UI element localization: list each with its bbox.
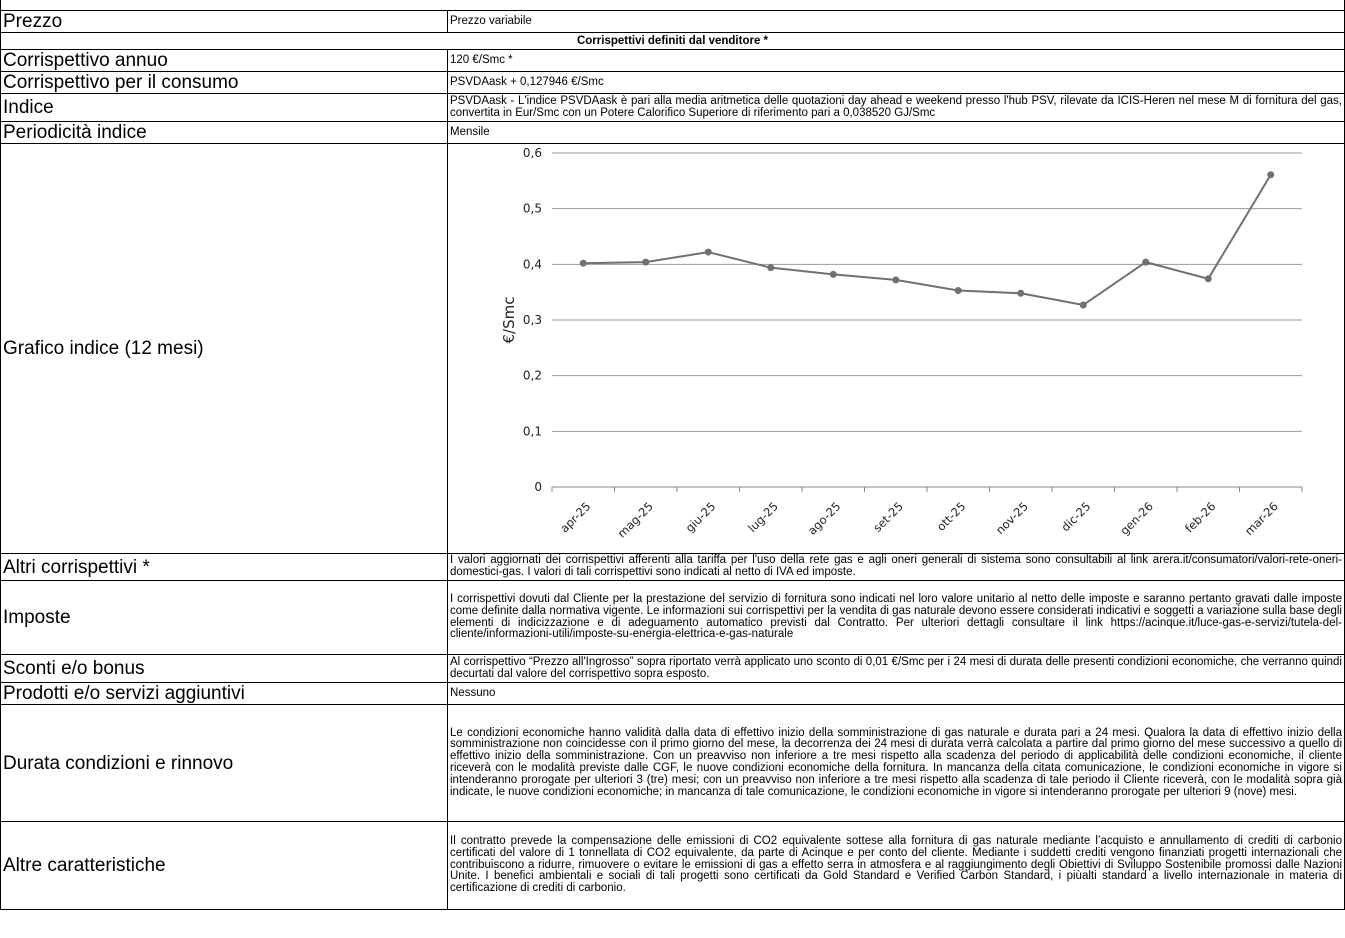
y-tick-label: 0,2 [523, 369, 542, 383]
altri-value: I valori aggiornati dei corrispettivi af… [447, 553, 1345, 581]
chart-cell: 0 0,1 0,2 0,3 0,4 0,5 0,6 €/Smc apr-25 mag-25 giu-… [447, 143, 1345, 554]
prodotti-value: Nessuno [447, 682, 1345, 705]
periodicita-label: Periodicità indice [0, 121, 448, 144]
section-header: Corrispettivi definiti dal venditore * [0, 32, 1345, 50]
x-tick-label: gen-26 [1117, 499, 1156, 538]
y-tick-label: 0,5 [523, 202, 542, 216]
x-tick-label: giu-25 [683, 499, 719, 535]
x-tick-label: ago-25 [805, 499, 843, 537]
index-chart: 0 0,1 0,2 0,3 0,4 0,5 0,6 €/Smc apr-25 mag-25 giu-… [500, 146, 1303, 540]
y-tick-label: 0,3 [523, 313, 542, 327]
durata-value: Le condizioni economiche hanno validità … [447, 704, 1345, 822]
sconti-value: Al corrispettivo “Prezzo all'Ingrosso” s… [447, 654, 1345, 683]
sconti-label: Sconti e/o bonus [0, 654, 448, 683]
data-point [1079, 301, 1087, 309]
x-tick-label: lug-25 [745, 499, 781, 535]
corrispettivo-consumo-label: Corrispettivo per il consumo [0, 71, 448, 94]
data-point [1017, 289, 1025, 297]
y-tick-label: 0,4 [523, 257, 542, 271]
data-point [579, 259, 587, 267]
corrispettivo-consumo-value: PSVDAask + 0,127946 €/Smc [447, 71, 1345, 94]
x-tick-label: feb-26 [1182, 499, 1218, 535]
y-tick-label: 0 [534, 480, 542, 494]
data-point [1142, 258, 1150, 266]
x-tick-label: dic-25 [1058, 499, 1093, 534]
top-border-row [0, 0, 1345, 11]
x-tick-label: ott-25 [934, 499, 969, 534]
prodotti-label: Prodotti e/o servizi aggiuntivi [0, 682, 448, 705]
imposte-label: Imposte [0, 580, 448, 655]
indice-value: PSVDAask - L'indice PSVDAask è pari alla… [447, 93, 1345, 122]
y-tick-label: 0,1 [523, 424, 542, 438]
indice-label: Indice [0, 93, 448, 122]
data-point [954, 286, 962, 294]
altre-value: Il contratto prevede la compensazione de… [447, 821, 1345, 910]
prezzo-label: Prezzo [0, 10, 448, 33]
y-axis-label: €/Smc [500, 297, 518, 344]
durata-label: Durata condizioni e rinnovo [0, 704, 448, 822]
data-point [892, 276, 900, 284]
altre-label: Altre caratteristiche [0, 821, 448, 910]
data-point [642, 258, 650, 266]
data-point [767, 264, 775, 272]
x-tick-label: set-25 [870, 499, 906, 535]
data-point [829, 270, 837, 278]
imposte-value: I corrispettivi dovuti dal Cliente per l… [447, 580, 1345, 655]
data-point [1204, 275, 1212, 283]
altri-label: Altri corrispettivi * [0, 553, 448, 581]
corrispettivo-annuo-value: 120 €/Smc * [447, 49, 1345, 72]
prezzo-value: Prezzo variabile [447, 10, 1345, 33]
y-tick-label: 0,6 [523, 146, 542, 160]
series-line [583, 174, 1272, 307]
x-tick-label: mar-26 [1242, 499, 1281, 538]
offer-table: Prezzo Prezzo variabile Corrispettivi de… [0, 0, 1345, 910]
data-point [1267, 171, 1275, 179]
x-tick-label: mag-25 [615, 499, 656, 540]
corrispettivo-annuo-label: Corrispettivo annuo [0, 49, 448, 72]
periodicita-value: Mensile [447, 121, 1345, 144]
data-point [704, 248, 712, 256]
x-tick-label: nov-25 [993, 499, 1031, 537]
grafico-label: Grafico indice (12 mesi) [0, 143, 448, 554]
x-tick-label: apr-25 [557, 499, 593, 535]
